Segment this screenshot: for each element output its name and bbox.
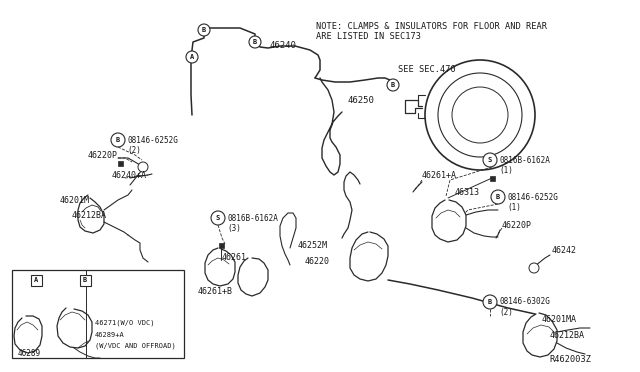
Ellipse shape [249,36,261,48]
Ellipse shape [483,295,497,309]
Ellipse shape [111,133,125,147]
Text: 46261: 46261 [222,253,247,263]
Text: (2): (2) [127,145,141,154]
Ellipse shape [491,190,505,204]
Text: 46242: 46242 [552,246,577,254]
Text: 46240+A: 46240+A [112,170,147,180]
Text: 08146-6252G: 08146-6252G [507,192,558,202]
Text: 46289+A: 46289+A [95,332,125,338]
Text: B: B [116,137,120,143]
Text: A: A [34,277,38,283]
Text: 46220: 46220 [305,257,330,266]
Text: 46271(W/O VDC): 46271(W/O VDC) [95,320,154,326]
Text: 08146-6252G: 08146-6252G [127,135,178,144]
Text: A: A [190,54,194,60]
Text: (1): (1) [507,202,521,212]
Text: 08146-6302G: 08146-6302G [499,298,550,307]
Text: 46252M: 46252M [298,241,328,250]
Bar [118,160,122,166]
Text: 46313: 46313 [455,187,480,196]
Text: 0816B-6162A: 0816B-6162A [227,214,278,222]
Ellipse shape [198,24,210,36]
Text: S: S [216,215,220,221]
Text: B: B [496,194,500,200]
Text: B: B [202,27,206,33]
Text: B: B [83,277,87,283]
Text: B: B [488,299,492,305]
Text: 46201M: 46201M [60,196,90,205]
Ellipse shape [138,162,148,172]
Text: B: B [391,82,395,88]
Text: 46261+B: 46261+B [198,288,233,296]
Ellipse shape [211,211,225,225]
Ellipse shape [387,79,399,91]
Text: 0816B-6162A: 0816B-6162A [499,155,550,164]
Bar [31,275,42,285]
Text: 46220P: 46220P [88,151,118,160]
Text: SEE SEC.470: SEE SEC.470 [398,65,456,74]
Bar [490,176,495,180]
Text: 46261+A: 46261+A [422,170,457,180]
Ellipse shape [483,153,497,167]
Text: 46201MA: 46201MA [542,315,577,324]
Text: B: B [253,39,257,45]
Text: 46220P: 46220P [502,221,532,230]
Text: 46212BA: 46212BA [550,330,585,340]
Text: S: S [488,157,492,163]
Text: 46250: 46250 [348,96,375,105]
Text: 46212BA: 46212BA [72,211,107,219]
Bar [12,270,184,358]
Ellipse shape [186,51,198,63]
Text: (1): (1) [499,166,513,174]
Text: R462003Z: R462003Z [549,356,591,365]
Ellipse shape [425,60,535,170]
Text: (3): (3) [227,224,241,232]
Ellipse shape [529,263,539,273]
Bar [218,243,223,247]
Bar [79,275,90,285]
Text: NOTE: CLAMPS & INSULATORS FOR FLOOR AND REAR
ARE LISTED IN SEC173: NOTE: CLAMPS & INSULATORS FOR FLOOR AND … [316,22,547,41]
Text: 46289: 46289 [18,349,41,357]
Text: (2): (2) [499,308,513,317]
Text: (W/VDC AND OFFROAD): (W/VDC AND OFFROAD) [95,343,176,349]
Text: 46240: 46240 [270,41,297,49]
